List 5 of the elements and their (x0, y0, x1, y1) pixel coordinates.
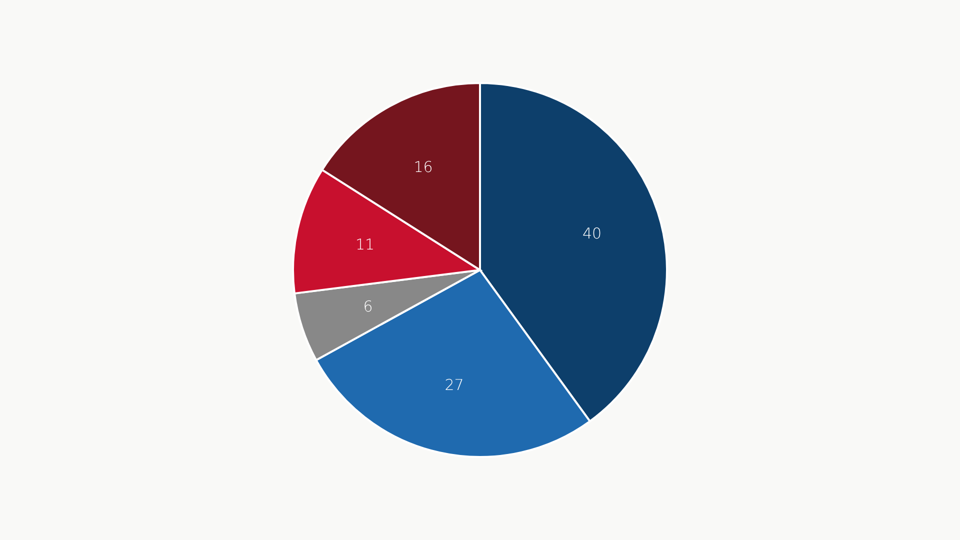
data-label: 16 (414, 158, 433, 176)
data-label: 27 (444, 376, 464, 394)
data-label: 6 (363, 297, 373, 316)
data-label: 40 (582, 224, 602, 243)
data-label: 11 (355, 235, 375, 254)
